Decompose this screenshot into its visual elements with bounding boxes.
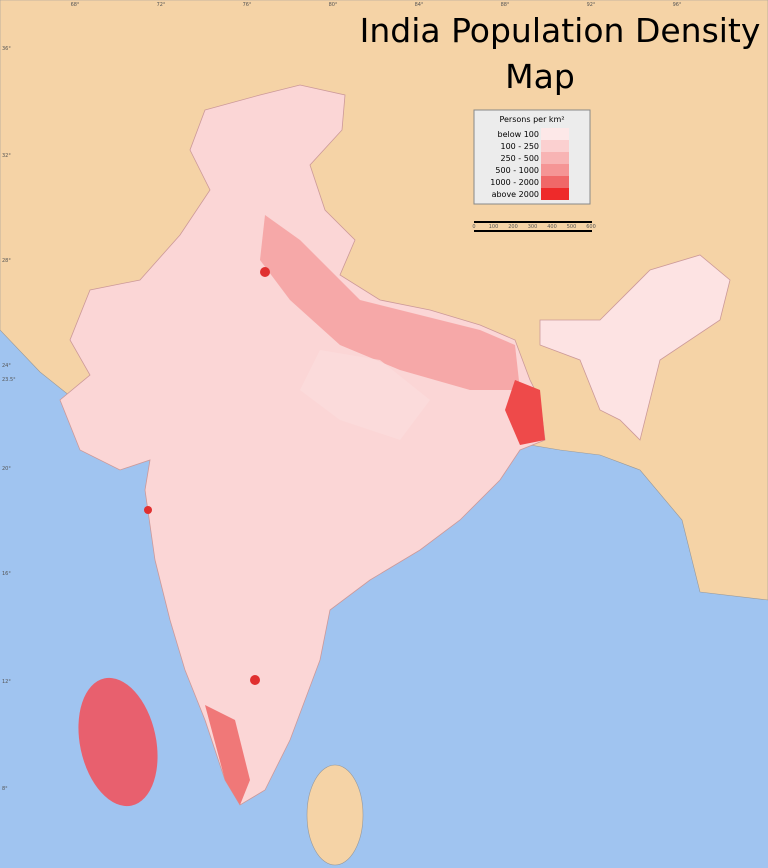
scale-line [474,230,592,232]
legend-swatch [541,164,569,176]
scale-label: 100 [489,224,499,230]
legend: Persons per km² below 100 100 - 250 250 - … [473,109,591,205]
legend-label: below 100 [498,130,539,139]
kerala-region [205,705,250,805]
gangetic-plain [260,215,520,390]
legend-swatch [541,188,569,200]
latitude-label: 16° [2,571,11,577]
legend-swatch [541,140,569,152]
scale-label: 0 [472,224,475,230]
latitude-label: 20° [2,466,11,472]
scale-line [474,221,592,223]
latitude-label: 28° [2,258,11,264]
scale-label: 400 [547,224,557,230]
title-line: Map [505,57,575,96]
scale-label: 600 [586,224,596,230]
longitude-label: 96° [673,2,682,8]
legend-swatch [541,152,569,164]
scale-bar: 0 100 200 300 400 500 600 [472,221,596,232]
legend-swatch [541,176,569,188]
scale-label: 200 [508,224,518,230]
legend-label: 100 - 250 [500,142,539,151]
delhi [260,267,270,277]
mumbai [144,506,152,514]
sri-lanka [306,764,364,866]
legend-label: 250 - 500 [500,154,539,163]
lakshadweep [78,677,158,807]
title-line: India Population Density [360,11,761,50]
legend-label: 500 - 1000 [495,166,539,175]
latitude-label: 32° [2,153,11,159]
scale-label: 500 [567,224,577,230]
latitude-label: 36° [2,46,11,52]
india-mainland [59,84,546,806]
latitude-label: 12° [2,679,11,685]
india-northeast [539,254,731,441]
legend-box [473,109,591,205]
legend-title: Persons per km² [499,115,564,124]
legend-label: 1000 - 2000 [490,178,539,187]
longitude-label: 88° [501,2,510,8]
longitude-label: 80° [329,2,338,8]
latitude-label: 23.5° [2,377,16,383]
bengaluru [250,675,260,685]
scale-label: 300 [528,224,538,230]
central-region [300,350,430,440]
longitude-label: 68° [71,2,80,8]
latitude-label: 8° [2,786,8,792]
bengal-region [505,380,545,445]
longitude-label: 92° [587,2,596,8]
latitude-label: 24° [2,363,11,369]
legend-swatch [541,128,569,140]
legend-label: above 2000 [492,190,539,199]
longitude-label: 76° [243,2,252,8]
longitude-label: 84° [415,2,424,8]
longitude-label: 72° [157,2,166,8]
